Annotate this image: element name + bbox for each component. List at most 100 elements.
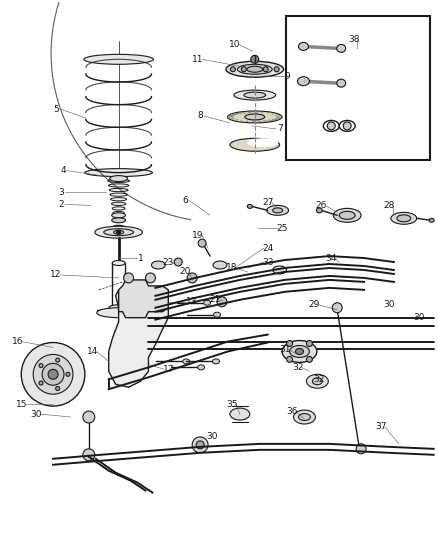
Ellipse shape <box>244 92 266 98</box>
Ellipse shape <box>113 212 124 215</box>
Ellipse shape <box>112 207 125 210</box>
Ellipse shape <box>237 64 272 74</box>
Circle shape <box>39 381 43 385</box>
Text: 10: 10 <box>229 40 240 49</box>
Text: 14: 14 <box>87 347 99 356</box>
Ellipse shape <box>204 300 211 305</box>
Ellipse shape <box>333 208 361 222</box>
Text: 24: 24 <box>262 244 273 253</box>
Circle shape <box>145 273 155 283</box>
Ellipse shape <box>290 345 309 358</box>
Polygon shape <box>119 280 168 318</box>
Text: 32: 32 <box>292 363 303 372</box>
Text: 30: 30 <box>383 300 395 309</box>
Ellipse shape <box>152 261 165 269</box>
Ellipse shape <box>298 43 308 51</box>
Ellipse shape <box>273 266 286 274</box>
Circle shape <box>251 55 259 63</box>
Circle shape <box>286 357 293 362</box>
Text: 5: 5 <box>53 104 59 114</box>
Ellipse shape <box>109 305 128 311</box>
Circle shape <box>307 341 312 346</box>
Text: 7: 7 <box>277 124 283 133</box>
Text: 4: 4 <box>60 166 66 175</box>
Text: 37: 37 <box>375 423 387 432</box>
Ellipse shape <box>247 204 252 208</box>
Circle shape <box>192 437 208 453</box>
Circle shape <box>117 230 120 234</box>
Text: 3: 3 <box>58 188 64 197</box>
Ellipse shape <box>293 410 315 424</box>
Circle shape <box>187 273 197 283</box>
Text: 38: 38 <box>348 35 360 44</box>
Text: 15: 15 <box>15 400 27 409</box>
Text: 11: 11 <box>192 55 204 64</box>
Ellipse shape <box>226 61 283 77</box>
Text: 25: 25 <box>276 224 287 233</box>
Circle shape <box>263 67 268 72</box>
Text: 34: 34 <box>325 254 337 263</box>
Ellipse shape <box>111 202 126 205</box>
Circle shape <box>33 354 73 394</box>
Circle shape <box>196 441 204 449</box>
Ellipse shape <box>84 54 153 64</box>
Circle shape <box>274 67 279 72</box>
Circle shape <box>241 67 246 72</box>
Circle shape <box>307 357 312 362</box>
Text: 29: 29 <box>309 300 320 309</box>
Ellipse shape <box>298 414 311 421</box>
Circle shape <box>21 343 85 406</box>
Ellipse shape <box>213 261 227 269</box>
Text: 27: 27 <box>262 198 273 207</box>
Circle shape <box>230 67 235 72</box>
Circle shape <box>124 273 134 283</box>
Circle shape <box>56 386 60 391</box>
Circle shape <box>83 411 95 423</box>
Ellipse shape <box>198 365 205 370</box>
Ellipse shape <box>337 44 346 52</box>
Text: 1: 1 <box>138 254 143 263</box>
Ellipse shape <box>113 225 124 229</box>
Text: 12: 12 <box>50 270 62 279</box>
Text: 30: 30 <box>30 409 42 418</box>
Ellipse shape <box>267 205 289 215</box>
Ellipse shape <box>307 374 328 388</box>
Circle shape <box>217 297 227 307</box>
Ellipse shape <box>230 139 279 151</box>
Ellipse shape <box>429 219 434 222</box>
Ellipse shape <box>110 175 127 182</box>
Ellipse shape <box>234 90 276 100</box>
Circle shape <box>332 303 342 313</box>
Ellipse shape <box>282 341 317 362</box>
Text: 21: 21 <box>209 295 221 304</box>
Text: 19: 19 <box>192 231 204 240</box>
Circle shape <box>42 364 64 385</box>
Ellipse shape <box>95 226 142 238</box>
Ellipse shape <box>85 168 152 176</box>
Text: 23: 23 <box>162 257 174 266</box>
Text: 36: 36 <box>286 407 297 416</box>
Text: 32: 32 <box>314 375 325 384</box>
Circle shape <box>343 122 351 130</box>
Ellipse shape <box>112 261 125 265</box>
Ellipse shape <box>109 189 128 192</box>
Text: 17: 17 <box>162 365 174 374</box>
Ellipse shape <box>316 208 322 213</box>
Polygon shape <box>109 286 168 387</box>
Ellipse shape <box>273 208 283 213</box>
Text: 20: 20 <box>180 268 191 277</box>
Ellipse shape <box>339 212 355 219</box>
Text: 31: 31 <box>279 345 290 354</box>
Circle shape <box>39 364 43 368</box>
Ellipse shape <box>104 229 134 236</box>
Text: 13: 13 <box>187 297 198 306</box>
Ellipse shape <box>108 179 130 182</box>
Text: 26: 26 <box>316 201 327 210</box>
Circle shape <box>356 444 366 454</box>
Circle shape <box>56 358 60 362</box>
Text: 6: 6 <box>182 196 188 205</box>
Text: 30: 30 <box>413 313 424 322</box>
Ellipse shape <box>110 193 127 196</box>
Text: 9: 9 <box>285 72 290 80</box>
Text: 33: 33 <box>262 257 273 266</box>
